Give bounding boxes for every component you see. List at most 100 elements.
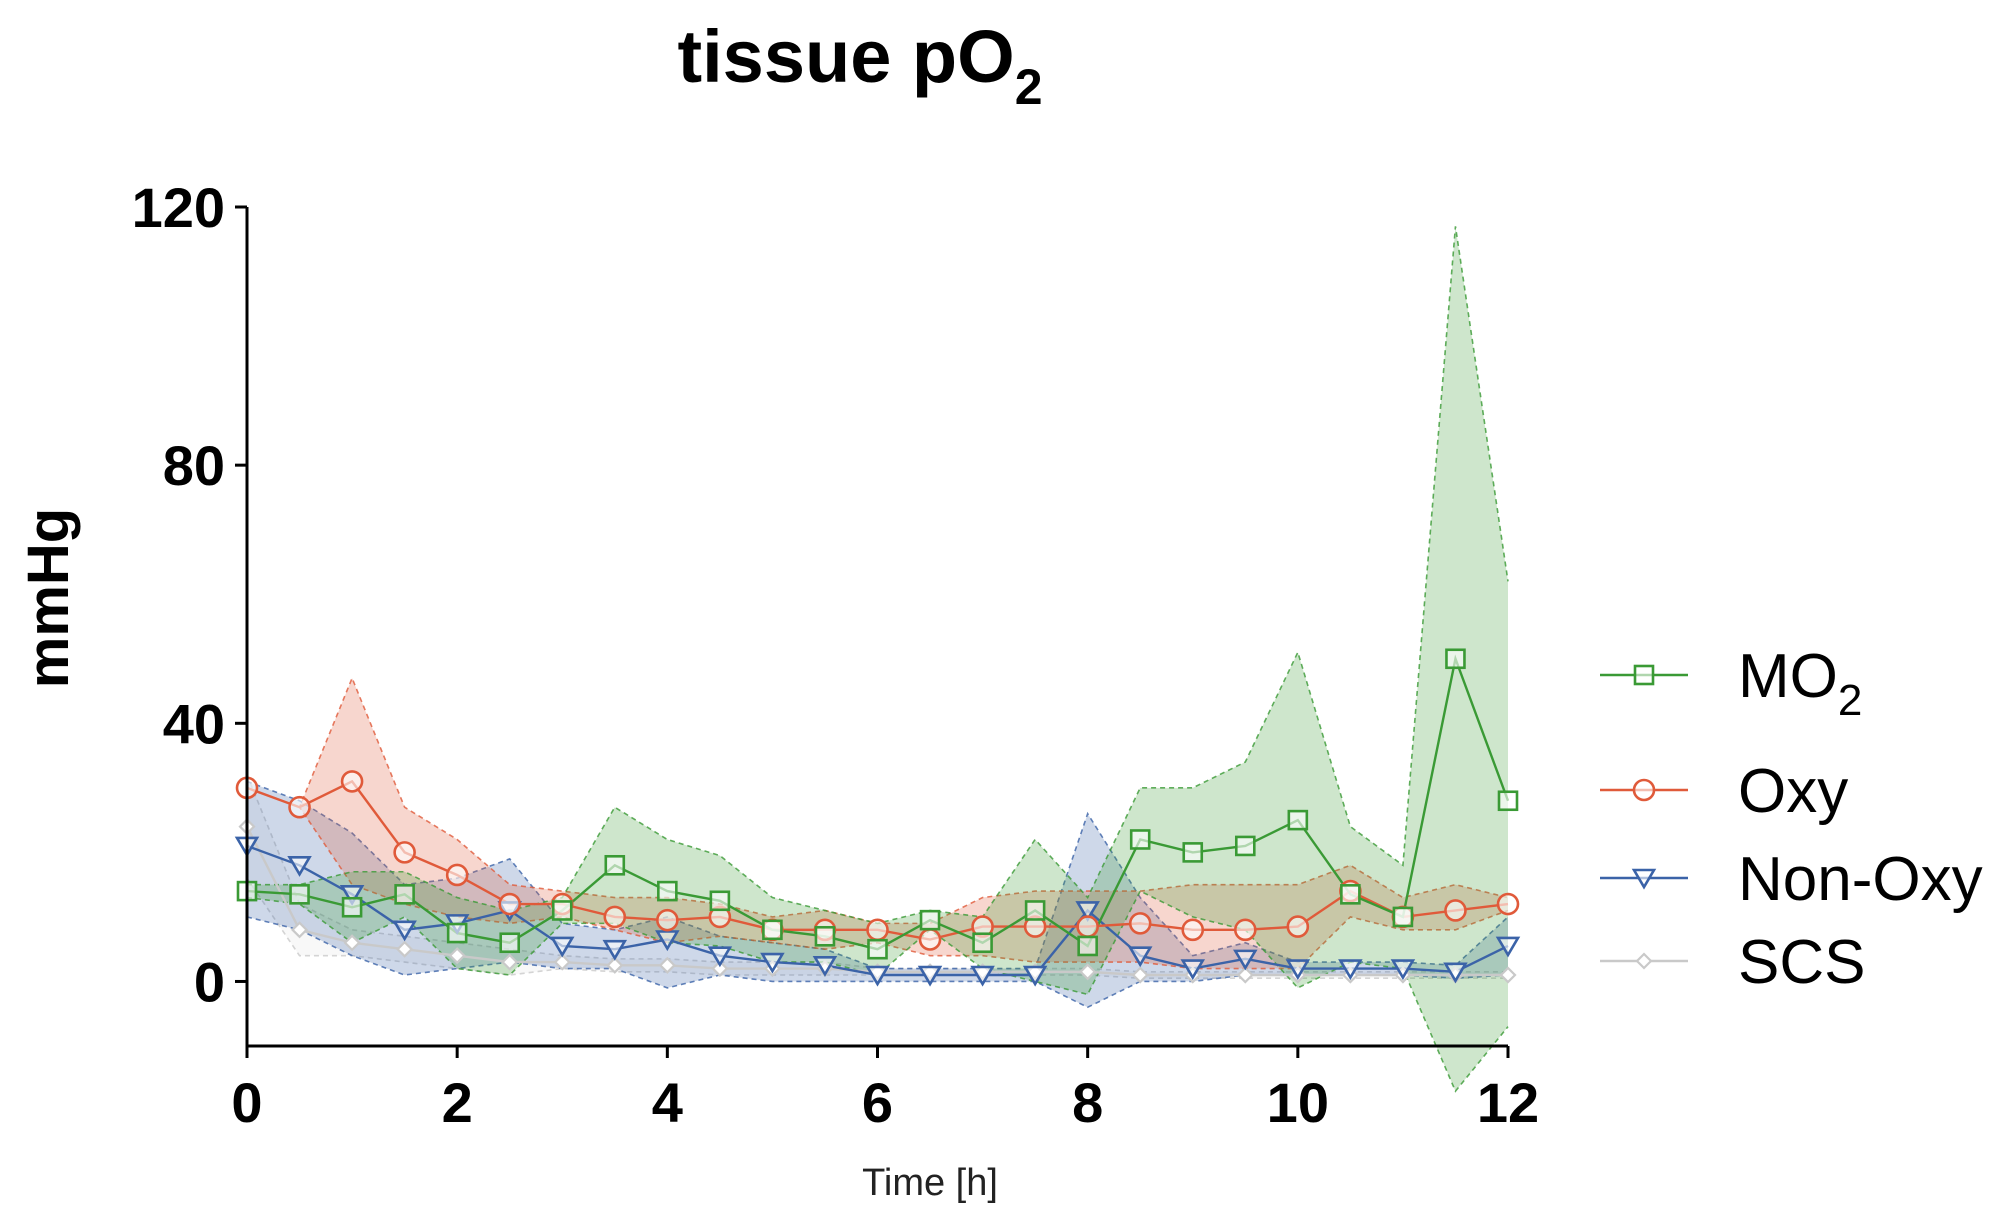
point-mo-9	[709, 890, 731, 912]
point-mo-17	[1129, 829, 1151, 850]
point-mo-6	[551, 900, 573, 921]
point-non-oxy-3	[392, 920, 417, 942]
point-oxy-1	[288, 795, 311, 819]
point-mo-12	[867, 938, 888, 960]
point-oxy-4	[445, 863, 469, 887]
chart-title: tissue pO2	[677, 15, 1042, 115]
legend-label-text-non-oxy: Non-Oxy	[1738, 845, 1983, 914]
y-tick-label-40: 40	[163, 692, 225, 755]
point-scs-5	[501, 953, 519, 971]
point-scs-4	[448, 947, 466, 965]
point-oxy-8	[656, 908, 679, 932]
point-scs-6	[553, 953, 571, 971]
point-scs-16	[1079, 963, 1097, 981]
legend-label-text-scs: SCS	[1738, 928, 1865, 997]
point-mo-14	[972, 932, 993, 954]
point-non-oxy-21	[1338, 959, 1363, 981]
point-non-oxy-11	[812, 956, 838, 977]
point-mo-4	[446, 922, 468, 944]
point-mo-24	[1497, 790, 1519, 812]
chart-title-subscript: 2	[1015, 59, 1043, 115]
point-scs-1	[290, 921, 309, 939]
point-non-oxy-19	[1233, 949, 1258, 971]
band-scs	[247, 774, 1508, 979]
point-oxy-20	[1286, 915, 1310, 938]
point-non-oxy-12	[865, 965, 890, 987]
point-oxy-13	[918, 928, 942, 951]
point-oxy-19	[1233, 918, 1257, 942]
x-tick-label-0: 0	[231, 1071, 262, 1134]
legend-label-mo: MO2	[1738, 642, 1862, 725]
y-tick-label-0: 0	[194, 950, 225, 1013]
point-oxy-3	[393, 841, 416, 864]
point-mo-13	[919, 909, 941, 931]
x-tick-label-6: 6	[862, 1071, 893, 1134]
point-non-oxy-9	[707, 946, 733, 968]
x-tick-label-2: 2	[442, 1071, 473, 1134]
legend-label-oxy: Oxy	[1738, 757, 1848, 826]
point-non-oxy-17	[1127, 946, 1153, 968]
point-oxy-12	[866, 918, 889, 942]
point-mo-10	[762, 919, 783, 941]
point-mo-7	[604, 854, 626, 876]
x-tick-label-10: 10	[1267, 1071, 1329, 1134]
x-tick-label-8: 8	[1072, 1071, 1103, 1134]
legend-marker-scs	[1635, 952, 1653, 970]
point-mo-2	[341, 896, 363, 918]
legend-marker-mo	[1633, 664, 1655, 686]
point-non-oxy-24	[1495, 936, 1521, 958]
point-scs-19	[1236, 966, 1254, 984]
legend-label-text-mo: MO	[1738, 642, 1838, 711]
point-scs-2	[343, 934, 361, 952]
legend-marker-non-oxy	[1631, 868, 1657, 890]
point-mo-1	[289, 884, 310, 905]
x-axis-label: Time [h]	[862, 1162, 998, 1204]
legend-label-text-oxy: Oxy	[1738, 757, 1848, 826]
point-scs-17	[1131, 966, 1149, 984]
point-mo-21	[1340, 884, 1361, 905]
point-scs-9	[711, 959, 729, 978]
point-non-oxy-13	[917, 965, 943, 987]
point-oxy-16	[1076, 915, 1099, 938]
point-mo-11	[814, 925, 836, 947]
confidence-bands	[246, 226, 1509, 1093]
axes: 0 40 80 120 0 2 4 6 8 10 12	[132, 176, 1540, 1134]
point-non-oxy-6	[549, 936, 575, 958]
point-non-oxy-1	[287, 855, 312, 877]
point-mo-16	[1077, 935, 1098, 957]
point-oxy-23	[1444, 899, 1467, 922]
x-tick-label-12: 12	[1477, 1071, 1539, 1134]
point-non-oxy-8	[655, 930, 680, 952]
point-mo-5	[499, 932, 521, 954]
point-non-oxy-16	[1075, 901, 1100, 923]
legend-label-scs: SCS	[1738, 928, 1865, 997]
point-scs-3	[396, 940, 414, 958]
legend-marker-oxy	[1632, 778, 1656, 802]
point-non-oxy-2	[339, 885, 365, 906]
point-non-oxy-20	[1285, 959, 1311, 981]
point-mo-23	[1445, 648, 1466, 670]
point-non-oxy-22	[1390, 959, 1416, 981]
point-non-oxy-18	[1180, 959, 1206, 981]
series-markers	[234, 648, 1521, 987]
point-mo-15	[1024, 900, 1046, 921]
point-oxy-17	[1128, 912, 1152, 935]
y-axis-label: mmHg	[16, 508, 81, 688]
point-oxy-2	[340, 770, 364, 793]
point-scs-7	[606, 956, 624, 974]
legend-label-non-oxy: Non-Oxy	[1738, 845, 1983, 914]
point-mo-20	[1287, 809, 1309, 831]
point-scs-24	[1499, 966, 1517, 984]
point-non-oxy-7	[602, 939, 628, 961]
point-non-oxy-23	[1443, 962, 1468, 984]
point-non-oxy-14	[970, 965, 995, 987]
y-tick-label-80: 80	[163, 434, 225, 497]
legend: MO2 Oxy Non-Oxy SCS	[1600, 642, 1983, 997]
point-scs-8	[658, 956, 676, 974]
point-oxy-18	[1181, 918, 1205, 942]
x-tick-label-4: 4	[652, 1071, 683, 1134]
point-oxy-5	[498, 892, 522, 916]
band-mo	[247, 226, 1508, 1092]
point-non-oxy-10	[760, 952, 785, 974]
